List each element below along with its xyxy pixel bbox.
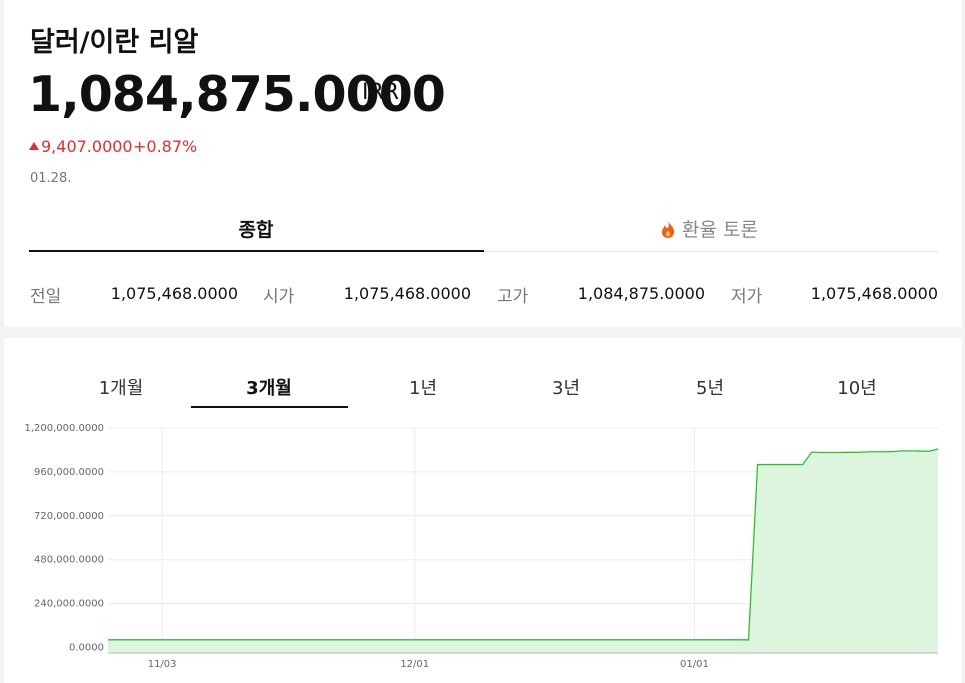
summary-card xyxy=(4,0,962,327)
tab[interactable]: 환율 토론 xyxy=(682,219,758,241)
unit: IRR xyxy=(362,80,400,105)
tab-underline xyxy=(29,250,484,252)
period-tab[interactable]: 1년 xyxy=(408,378,438,399)
line xyxy=(108,448,939,641)
stat-label: 저가 xyxy=(731,287,763,307)
change-pct: +0.87% xyxy=(133,137,198,156)
y-tick-label: 720,000.0000 xyxy=(34,511,104,522)
fire-icon xyxy=(662,221,675,238)
title: 달러/이란 리알 xyxy=(30,27,199,58)
y-tick-label: 240,000.0000 xyxy=(34,599,104,610)
y-tick-label: 960,000.0000 xyxy=(34,467,104,478)
stat-value: 1,075,468.0000 xyxy=(343,284,471,303)
x-tick-label: 01/01 xyxy=(680,659,709,670)
date: 01.28. xyxy=(30,171,72,186)
y-tick-label: 1,200,000.0000 xyxy=(24,423,104,434)
period-tab[interactable]: 1개월 xyxy=(98,378,144,399)
period-tab[interactable]: 10년 xyxy=(837,378,877,399)
stat-label: 시가 xyxy=(263,287,295,307)
period-underline xyxy=(191,406,348,408)
x-tick-label: 12/01 xyxy=(400,659,429,670)
stat-value: 1,075,468.0000 xyxy=(810,284,938,303)
change: 9,407.0000 xyxy=(41,137,133,156)
up-arrow xyxy=(29,142,39,150)
stat-value: 1,084,875.0000 xyxy=(577,284,705,303)
x-tick-label: 11/03 xyxy=(148,659,177,670)
area xyxy=(108,449,938,653)
tab[interactable]: 종합 xyxy=(238,219,274,241)
y-tick-label: 480,000.0000 xyxy=(34,555,104,566)
stat-label: 전일 xyxy=(30,287,62,307)
period-tab[interactable]: 5년 xyxy=(695,378,725,399)
stat-label: 고가 xyxy=(497,287,529,307)
stat-value: 1,075,468.0000 xyxy=(110,284,238,303)
price: 1,084,875.0000 xyxy=(28,66,446,123)
period-tab[interactable]: 3년 xyxy=(551,378,581,399)
divider xyxy=(484,251,938,252)
period-tab[interactable]: 3개월 xyxy=(246,378,292,399)
y-tick-label: 0.0000 xyxy=(69,643,104,654)
